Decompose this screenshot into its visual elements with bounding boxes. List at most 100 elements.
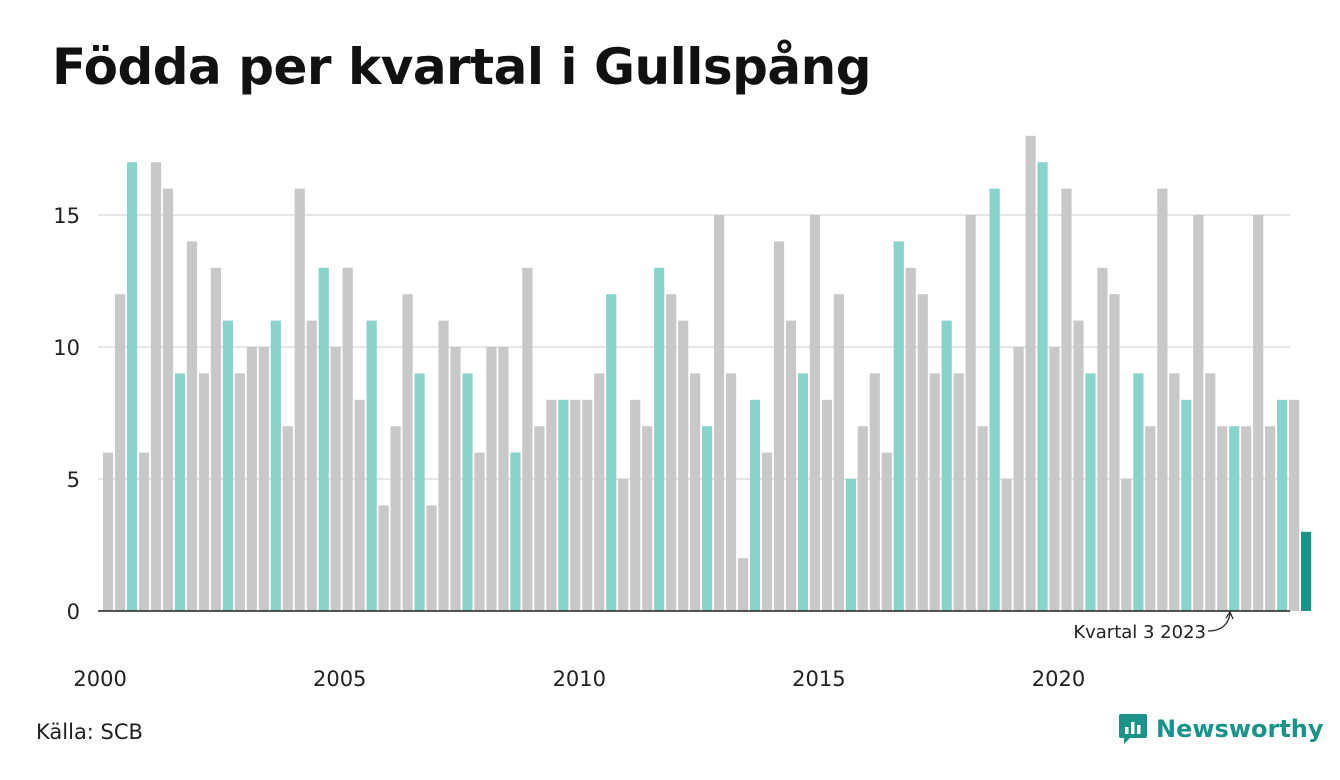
bar [881,452,892,611]
bar [438,320,449,611]
bar [1253,215,1264,611]
bar [869,373,880,611]
bar [306,320,317,611]
bar [486,347,497,611]
bar [1133,373,1144,611]
bar [845,479,856,611]
bar [1061,188,1072,611]
annotation-arrowhead [1225,610,1234,620]
y-tick-label: 15 [53,204,80,228]
brand-name: Newsworthy [1156,715,1324,743]
bar [690,373,701,611]
bar [558,399,569,611]
bar [917,294,928,611]
bar [821,399,832,611]
x-axis: 2000 2005 2010 2015 2020 [73,610,1290,691]
bar [1109,294,1120,611]
bar [642,426,653,611]
bar [977,426,988,611]
bar [989,188,1000,611]
bar [294,188,305,611]
bar [737,558,749,611]
y-tick-label: 0 [67,600,80,624]
bar [773,241,785,611]
bar [1073,320,1084,611]
bar [809,215,821,611]
annotation-label: Kvartal 3 2023 [1073,622,1206,643]
bar [618,479,629,611]
bar [965,215,976,611]
bar [510,452,521,611]
y-axis: 0 5 10 15 [53,204,80,624]
bar [570,399,581,611]
bar [342,267,353,611]
bar [702,426,713,611]
bar [1049,347,1060,611]
bar [534,426,545,611]
bar [366,320,377,611]
bar [1169,373,1180,611]
bar [833,294,844,611]
bar [162,188,174,611]
bars [103,135,1312,612]
bar [678,320,689,611]
bar [450,347,461,611]
bar [594,373,605,611]
bar [666,294,677,611]
bar [1193,215,1204,611]
brand-logo: Newsworthy [1118,712,1324,746]
x-tick-label: 2000 [73,667,126,691]
bar [929,373,940,611]
bar [1013,347,1024,611]
bar [150,162,162,611]
bar [785,320,797,611]
bar [522,267,533,611]
bar [414,373,425,611]
bar [234,373,245,611]
bar [103,452,114,611]
bar [546,399,557,611]
bar [725,373,737,611]
bar [318,267,329,611]
bar [654,267,665,611]
bar [1241,426,1252,611]
bar [630,399,641,611]
bar [905,267,916,611]
bar [1145,426,1156,611]
bar [1205,373,1216,611]
bar [1085,373,1096,611]
bar [390,426,401,611]
bar [893,241,904,611]
bar [474,452,485,611]
bar [797,373,809,611]
bar [1289,399,1300,611]
bar [582,399,593,611]
bar [246,347,257,611]
bar [713,215,725,611]
annotation: Kvartal 3 2023 [1073,610,1234,643]
bar [462,373,473,611]
bar [402,294,413,611]
y-tick-label: 10 [53,336,80,360]
source-label: Källa: SCB [36,720,143,744]
bar [1001,479,1012,611]
bar [1265,426,1276,611]
bar [222,320,233,611]
x-tick-label: 2010 [553,667,606,691]
bar [1097,267,1108,611]
x-tick-label: 2020 [1032,667,1085,691]
bar [138,452,150,611]
bar [282,426,293,611]
bar [498,347,509,611]
bar [174,373,186,611]
bar [258,347,269,611]
bar [1181,399,1192,611]
bar [1025,135,1036,612]
x-tick-label: 2015 [792,667,845,691]
bar [1217,426,1228,611]
bar [1157,188,1168,611]
bar [1121,479,1132,611]
bar [1277,399,1288,611]
bar [606,294,617,611]
bar [857,426,868,611]
